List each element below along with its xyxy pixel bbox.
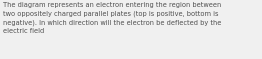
Text: The diagram represents an electron entering the region between
two oppositely ch: The diagram represents an electron enter… [3,2,221,34]
